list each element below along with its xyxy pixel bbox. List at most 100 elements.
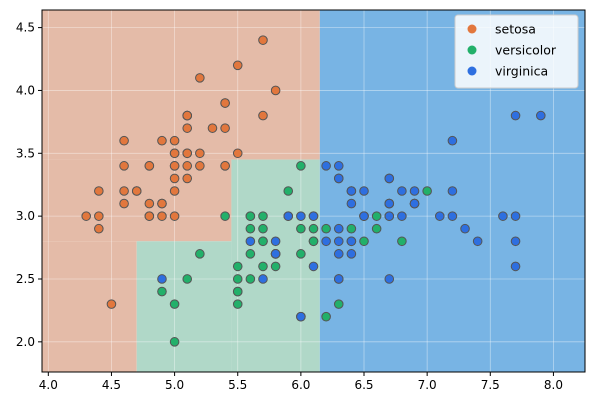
point-setosa (169, 135, 180, 146)
point-virginica (384, 211, 395, 221)
point-setosa (119, 186, 129, 196)
point-versicolor (296, 223, 306, 234)
x-tick-label: 6.5 (354, 378, 373, 392)
plot-frame (41, 9, 586, 373)
point-setosa (157, 211, 167, 221)
point-versicolor (258, 223, 268, 234)
point-versicolor (245, 223, 256, 234)
point-versicolor (371, 223, 382, 234)
point-setosa (81, 211, 91, 221)
point-setosa (157, 135, 167, 146)
point-setosa (157, 198, 167, 209)
point-setosa (182, 173, 193, 184)
point-versicolor (245, 274, 256, 284)
region-setosa (42, 241, 137, 372)
x-tick-label: 4.0 (39, 378, 58, 392)
point-virginica (384, 173, 395, 184)
y-tick-label: 3.5 (16, 146, 35, 160)
point-virginica (472, 236, 483, 247)
point-virginica (498, 211, 508, 221)
x-tick-label: 4.5 (102, 378, 121, 392)
y-tick-label: 4.0 (16, 83, 35, 97)
point-setosa (94, 186, 104, 196)
legend-label-versicolor: versicolor (495, 43, 557, 58)
point-versicolor (422, 186, 432, 196)
point-setosa (144, 211, 155, 221)
point-setosa (119, 198, 129, 209)
x-tick-label: 5.5 (228, 378, 247, 392)
region-setosa (42, 10, 320, 160)
point-virginica (333, 274, 344, 284)
y-tick-label: 2.5 (16, 272, 35, 286)
point-versicolor (321, 311, 331, 322)
point-setosa (220, 123, 230, 133)
point-virginica (359, 186, 369, 196)
point-setosa (232, 148, 243, 159)
point-setosa (220, 161, 230, 171)
legend-box (454, 14, 579, 89)
point-setosa (106, 299, 117, 309)
y-tick-label: 2.0 (16, 335, 35, 349)
point-virginica (397, 211, 407, 221)
point-setosa (169, 161, 180, 171)
point-versicolor (283, 186, 294, 196)
point-virginica (157, 274, 167, 284)
point-versicolor (346, 223, 357, 234)
point-virginica (296, 211, 306, 221)
axes: 4.0 4.5 5.0 5.5 6.0 6.5 7.0 7.5 8.0 2.0 2.5 3.0 3.5 4… (16, 9, 586, 392)
point-virginica (346, 236, 357, 247)
point-virginica (447, 186, 458, 196)
point-versicolor (258, 261, 268, 272)
point-versicolor (220, 211, 230, 221)
point-versicolor (258, 236, 268, 247)
point-setosa (270, 85, 281, 96)
point-virginica (321, 236, 331, 247)
point-versicolor (359, 236, 369, 247)
x-tick-label: 8.0 (544, 378, 563, 392)
point-virginica (333, 236, 344, 247)
point-setosa (131, 186, 142, 196)
legend-label-setosa: setosa (495, 22, 536, 37)
point-setosa (169, 148, 180, 159)
y-tick-label: 4.5 (16, 21, 35, 35)
point-setosa (182, 161, 193, 171)
point-virginica (510, 110, 521, 121)
point-versicolor (169, 299, 180, 309)
point-virginica (359, 211, 369, 221)
point-virginica (409, 198, 420, 209)
point-virginica (510, 261, 521, 272)
point-versicolor (371, 211, 382, 221)
point-versicolor (232, 261, 243, 272)
point-versicolor (333, 299, 344, 309)
point-virginica (270, 249, 281, 259)
point-setosa (144, 161, 155, 171)
point-setosa (220, 98, 230, 108)
point-setosa (207, 123, 218, 133)
point-virginica (510, 236, 521, 247)
point-setosa (119, 135, 129, 146)
point-versicolor (308, 236, 319, 247)
point-setosa (182, 110, 193, 121)
legend: setosa versicolor virginica (454, 14, 579, 89)
point-virginica (397, 186, 407, 196)
point-virginica (346, 186, 357, 196)
region-versicolor (136, 241, 232, 372)
point-setosa (182, 123, 193, 133)
point-versicolor (232, 286, 243, 297)
point-virginica (447, 135, 458, 146)
point-virginica (333, 173, 344, 184)
point-virginica (447, 211, 458, 221)
legend-label-virginica: virginica (495, 64, 548, 79)
point-virginica (258, 274, 268, 284)
x-tick-label: 7.5 (481, 378, 500, 392)
point-virginica (245, 236, 256, 247)
point-setosa (94, 211, 104, 221)
point-versicolor (232, 299, 243, 309)
point-setosa (182, 148, 193, 159)
x-tick-label: 7.0 (418, 378, 437, 392)
point-versicolor (195, 249, 205, 259)
point-setosa (232, 60, 243, 71)
point-versicolor (308, 223, 319, 234)
